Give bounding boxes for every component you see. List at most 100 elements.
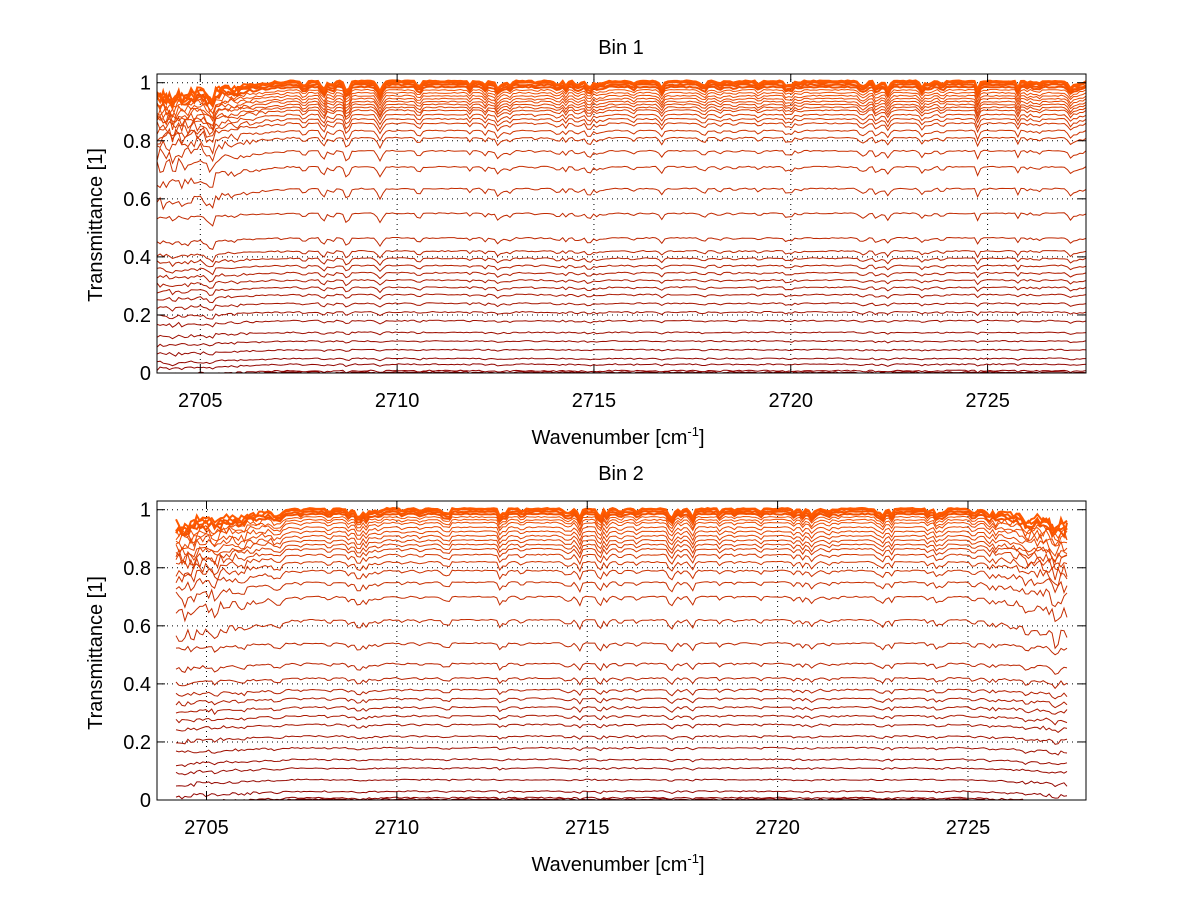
series-line — [175, 714, 1068, 726]
series-line — [175, 518, 1068, 545]
series-line — [157, 117, 1086, 143]
series-line — [157, 348, 1086, 357]
y-tick-label: 0.8 — [123, 558, 151, 580]
series-line — [157, 271, 1086, 283]
series-line — [157, 357, 1086, 367]
series-line — [157, 249, 1086, 263]
series-group — [157, 79, 1086, 373]
series-line — [165, 369, 1086, 373]
x-tick-label: 2710 — [375, 817, 420, 839]
chart-title: Bin 1 — [598, 37, 644, 59]
x-axis-label: Wavenumber [cm-1] — [531, 424, 704, 449]
series-line — [157, 113, 1086, 137]
series-line — [175, 705, 1068, 716]
series-line — [157, 97, 1086, 120]
series-line — [157, 331, 1086, 340]
x-tick-label: 2705 — [184, 817, 229, 839]
series-line — [175, 778, 1068, 788]
x-tick-label: 2705 — [178, 390, 223, 412]
y-tick-label: 0 — [140, 363, 151, 385]
subplot-bin-2: Bin 2 Transmittance [1] Wavenumber [cm-1… — [85, 463, 1087, 876]
series-line — [157, 94, 1086, 120]
series-line — [175, 530, 1068, 557]
series-line — [157, 136, 1086, 165]
series-line — [175, 735, 1068, 745]
y-tick-label: 0.8 — [123, 131, 151, 153]
series-line — [157, 212, 1086, 227]
series-line — [175, 688, 1068, 700]
series-line — [175, 662, 1068, 675]
series-line — [175, 510, 1068, 540]
series-line — [175, 515, 1068, 539]
x-tick-label: 2720 — [769, 390, 814, 412]
series-line — [193, 796, 1047, 800]
series-group — [175, 506, 1068, 800]
series-line — [157, 100, 1086, 125]
x-axis-label: Wavenumber [cm-1] — [531, 851, 704, 876]
y-tick-label: 1 — [140, 73, 151, 95]
series-line — [157, 319, 1086, 328]
series-line — [157, 339, 1086, 348]
series-line — [175, 618, 1068, 650]
y-tick-label: 0.2 — [123, 732, 151, 754]
x-tick-label: 2715 — [572, 390, 617, 412]
y-tick-label: 0.4 — [123, 674, 151, 696]
series-line — [157, 257, 1086, 268]
series-line — [175, 746, 1068, 756]
series-line — [157, 236, 1086, 251]
x-tick-label: 2725 — [946, 817, 991, 839]
series-line — [157, 310, 1086, 320]
series-line — [157, 129, 1086, 156]
series-line — [175, 526, 1068, 550]
series-line — [157, 187, 1086, 211]
x-tick-label: 2720 — [755, 817, 800, 839]
series-line — [157, 109, 1086, 133]
series-line — [175, 560, 1068, 587]
subplot-bin-1: Bin 1 Transmittance [1] Wavenumber [cm-1… — [85, 37, 1087, 449]
y-tick-label: 0.6 — [123, 189, 151, 211]
series-line — [175, 539, 1068, 566]
y-axis-label: Transmittance [1] — [85, 148, 107, 302]
series-line — [157, 106, 1086, 129]
series-line — [157, 363, 1086, 371]
y-tick-label: 0 — [140, 790, 151, 812]
series-line — [175, 723, 1068, 734]
series-line — [175, 521, 1068, 547]
series-line — [175, 547, 1068, 571]
series-line — [175, 553, 1068, 581]
series-line — [175, 642, 1068, 656]
axes-box — [156, 73, 1087, 374]
series-line — [157, 122, 1086, 146]
y-tick-label: 0.2 — [123, 305, 151, 327]
series-line — [157, 83, 1086, 108]
series-line — [157, 286, 1086, 297]
series-line — [157, 149, 1086, 174]
series-line — [175, 595, 1068, 623]
series-line — [157, 278, 1086, 289]
series-line — [157, 91, 1086, 119]
series-line — [157, 88, 1086, 113]
y-tick-label: 0.4 — [123, 247, 151, 269]
series-line — [157, 79, 1086, 105]
series-line — [175, 569, 1068, 594]
x-tick-label: 2725 — [965, 390, 1010, 412]
chart-title: Bin 2 — [598, 463, 644, 485]
series-line — [157, 293, 1086, 304]
series-line — [157, 302, 1086, 312]
series-line — [175, 506, 1068, 535]
series-line — [175, 766, 1068, 776]
series-line — [175, 512, 1068, 539]
y-axis-label: Transmittance [1] — [85, 576, 107, 730]
series-line — [157, 165, 1086, 190]
series-line — [175, 758, 1068, 768]
series-line — [175, 790, 1068, 800]
series-line — [157, 85, 1086, 109]
y-tick-label: 0.6 — [123, 616, 151, 638]
axes-box — [156, 500, 1087, 801]
series-line — [175, 581, 1068, 609]
x-tick-label: 2710 — [375, 390, 420, 412]
series-line — [157, 264, 1086, 276]
series-line — [175, 534, 1068, 562]
